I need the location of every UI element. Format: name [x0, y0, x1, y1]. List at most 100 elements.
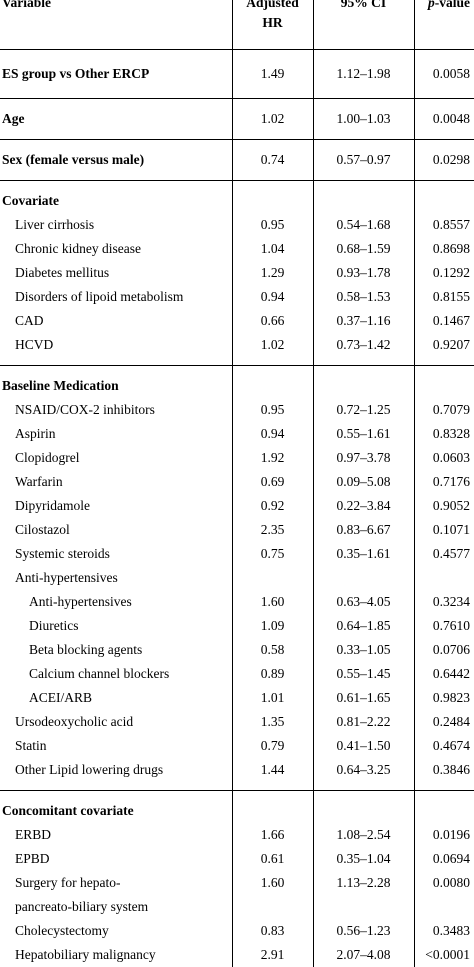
section-header-row: Baseline Medication [0, 374, 474, 398]
row-p: 0.4674 [413, 734, 474, 758]
row-hr: 1.66 [231, 823, 313, 847]
row-p: 0.0080 [413, 871, 474, 895]
row-p: 0.9207 [413, 333, 474, 357]
row-p: 0.0298 [413, 148, 474, 172]
row-ci: 0.54–1.68 [312, 213, 414, 237]
row-hr: 1.60 [231, 871, 313, 895]
table-row: Diuretics 1.09 0.64–1.85 0.7610 [0, 614, 474, 638]
row-ci: 0.35–1.61 [312, 542, 414, 566]
table-row: Beta blocking agents 0.58 0.33–1.05 0.07… [0, 638, 474, 662]
row-label: Liver cirrhosis [15, 217, 95, 232]
row-label: Disorders of lipoid metabolism [15, 289, 184, 304]
row-hr: 1.29 [231, 261, 313, 285]
row-hr: 0.94 [231, 422, 313, 446]
table-row: Clopidogrel 1.92 0.97–3.78 0.0603 [0, 446, 474, 470]
row-p: 0.0048 [413, 107, 474, 131]
row-label: Other Lipid lowering drugs [15, 762, 164, 777]
row-hr: 0.69 [231, 470, 313, 494]
table-row: Cilostazol 2.35 0.83–6.67 0.1071 [0, 518, 474, 542]
row-ci: 0.73–1.42 [312, 333, 414, 357]
section-header-row: Covariate [0, 189, 474, 213]
row-p: 0.1071 [413, 518, 474, 542]
row-p: 0.6442 [413, 662, 474, 686]
row-label: Anti-hypertensives [29, 594, 132, 609]
header-p-value: p-value [413, 0, 474, 50]
table-row: Warfarin 0.69 0.09–5.08 0.7176 [0, 470, 474, 494]
row-label: Calcium channel blockers [29, 666, 170, 681]
row-ci: 0.64–3.25 [312, 758, 414, 782]
row-ci: 0.57–0.97 [312, 148, 414, 172]
table-row: Surgery for hepato- 1.60 1.13–2.28 0.008… [0, 871, 474, 895]
table-row: Anti-hypertensives 1.60 0.63–4.05 0.3234 [0, 590, 474, 614]
row-p: 0.7610 [413, 614, 474, 638]
row-hr: 0.61 [231, 847, 313, 871]
table-row: Ursodeoxycholic acid 1.35 0.81–2.22 0.24… [0, 710, 474, 734]
row-label: CAD [15, 313, 44, 328]
subsection-anti-hypertensives: Anti-hypertensives [15, 570, 118, 585]
row-ci: 1.12–1.98 [312, 62, 414, 86]
row-ci: 2.07–4.08 [312, 943, 414, 967]
row-label: Cilostazol [15, 522, 70, 537]
table-row: EPBD 0.61 0.35–1.04 0.0694 [0, 847, 474, 871]
table-row: Statin 0.79 0.41–1.50 0.4674 [0, 734, 474, 758]
row-p: 0.0694 [413, 847, 474, 871]
row-hr: 0.89 [231, 662, 313, 686]
table-row: NSAID/COX-2 inhibitors 0.95 0.72–1.25 0.… [0, 398, 474, 422]
row-hr: 0.92 [231, 494, 313, 518]
section-baseline-medication: Baseline Medication [2, 378, 119, 393]
table-row: Other Lipid lowering drugs 1.44 0.64–3.2… [0, 758, 474, 782]
row-p: 0.9823 [413, 686, 474, 710]
row-hr: 2.35 [231, 518, 313, 542]
row-ci: 0.09–5.08 [312, 470, 414, 494]
row-label: HCVD [15, 337, 54, 352]
row-p: 0.3234 [413, 590, 474, 614]
table-row: ACEI/ARB 1.01 0.61–1.65 0.9823 [0, 686, 474, 710]
row-p: 0.8155 [413, 285, 474, 309]
row-p: 0.7176 [413, 470, 474, 494]
row-hr: 1.02 [231, 333, 313, 357]
row-ci: 0.83–6.67 [312, 518, 414, 542]
row-label: EPBD [15, 851, 50, 866]
row-hr: 1.01 [231, 686, 313, 710]
row-p: 0.2484 [413, 710, 474, 734]
row-hr: 0.66 [231, 309, 313, 333]
row-hr: 1.44 [231, 758, 313, 782]
row-hr: 1.35 [231, 710, 313, 734]
row-label: Diuretics [29, 618, 79, 633]
row-hr: 1.04 [231, 237, 313, 261]
row-p: 0.3846 [413, 758, 474, 782]
row-p: 0.7079 [413, 398, 474, 422]
row-ci: 0.61–1.65 [312, 686, 414, 710]
row-p: 0.1292 [413, 261, 474, 285]
row-p: 0.8328 [413, 422, 474, 446]
table-row: CAD 0.66 0.37–1.16 0.1467 [0, 309, 474, 333]
row-hr: 0.95 [231, 398, 313, 422]
table-row: Dipyridamole 0.92 0.22–3.84 0.9052 [0, 494, 474, 518]
row-label: Age [2, 111, 25, 126]
row-ci: 0.55–1.61 [312, 422, 414, 446]
row-ci: 1.00–1.03 [312, 107, 414, 131]
row-p: 0.0196 [413, 823, 474, 847]
row-ci: 1.13–2.28 [312, 871, 414, 895]
table-row: Aspirin 0.94 0.55–1.61 0.8328 [0, 422, 474, 446]
row-ci: 0.22–3.84 [312, 494, 414, 518]
row-ci: 0.33–1.05 [312, 638, 414, 662]
row-hr: 0.58 [231, 638, 313, 662]
row-label: Beta blocking agents [29, 642, 143, 657]
table-row: Sex (female versus male) 0.74 0.57–0.97 … [0, 148, 474, 172]
row-p: 0.1467 [413, 309, 474, 333]
table-row: Hepatobiliary malignancy 2.91 2.07–4.08 … [0, 943, 474, 967]
row-label: Sex (female versus male) [2, 152, 145, 167]
row-label: ES group vs Other ERCP [2, 66, 150, 81]
table-row: HCVD 1.02 0.73–1.42 0.9207 [0, 333, 474, 357]
table-row: Disorders of lipoid metabolism 0.94 0.58… [0, 285, 474, 309]
row-label-continued: pancreato-biliary system [15, 899, 149, 914]
row-ci: 0.72–1.25 [312, 398, 414, 422]
row-hr: 1.02 [231, 107, 313, 131]
table-row: Liver cirrhosis 0.95 0.54–1.68 0.8557 [0, 213, 474, 237]
row-label: ACEI/ARB [29, 690, 93, 705]
row-ci: 0.93–1.78 [312, 261, 414, 285]
section-covariate: Covariate [2, 193, 59, 208]
row-ci: 0.35–1.04 [312, 847, 414, 871]
